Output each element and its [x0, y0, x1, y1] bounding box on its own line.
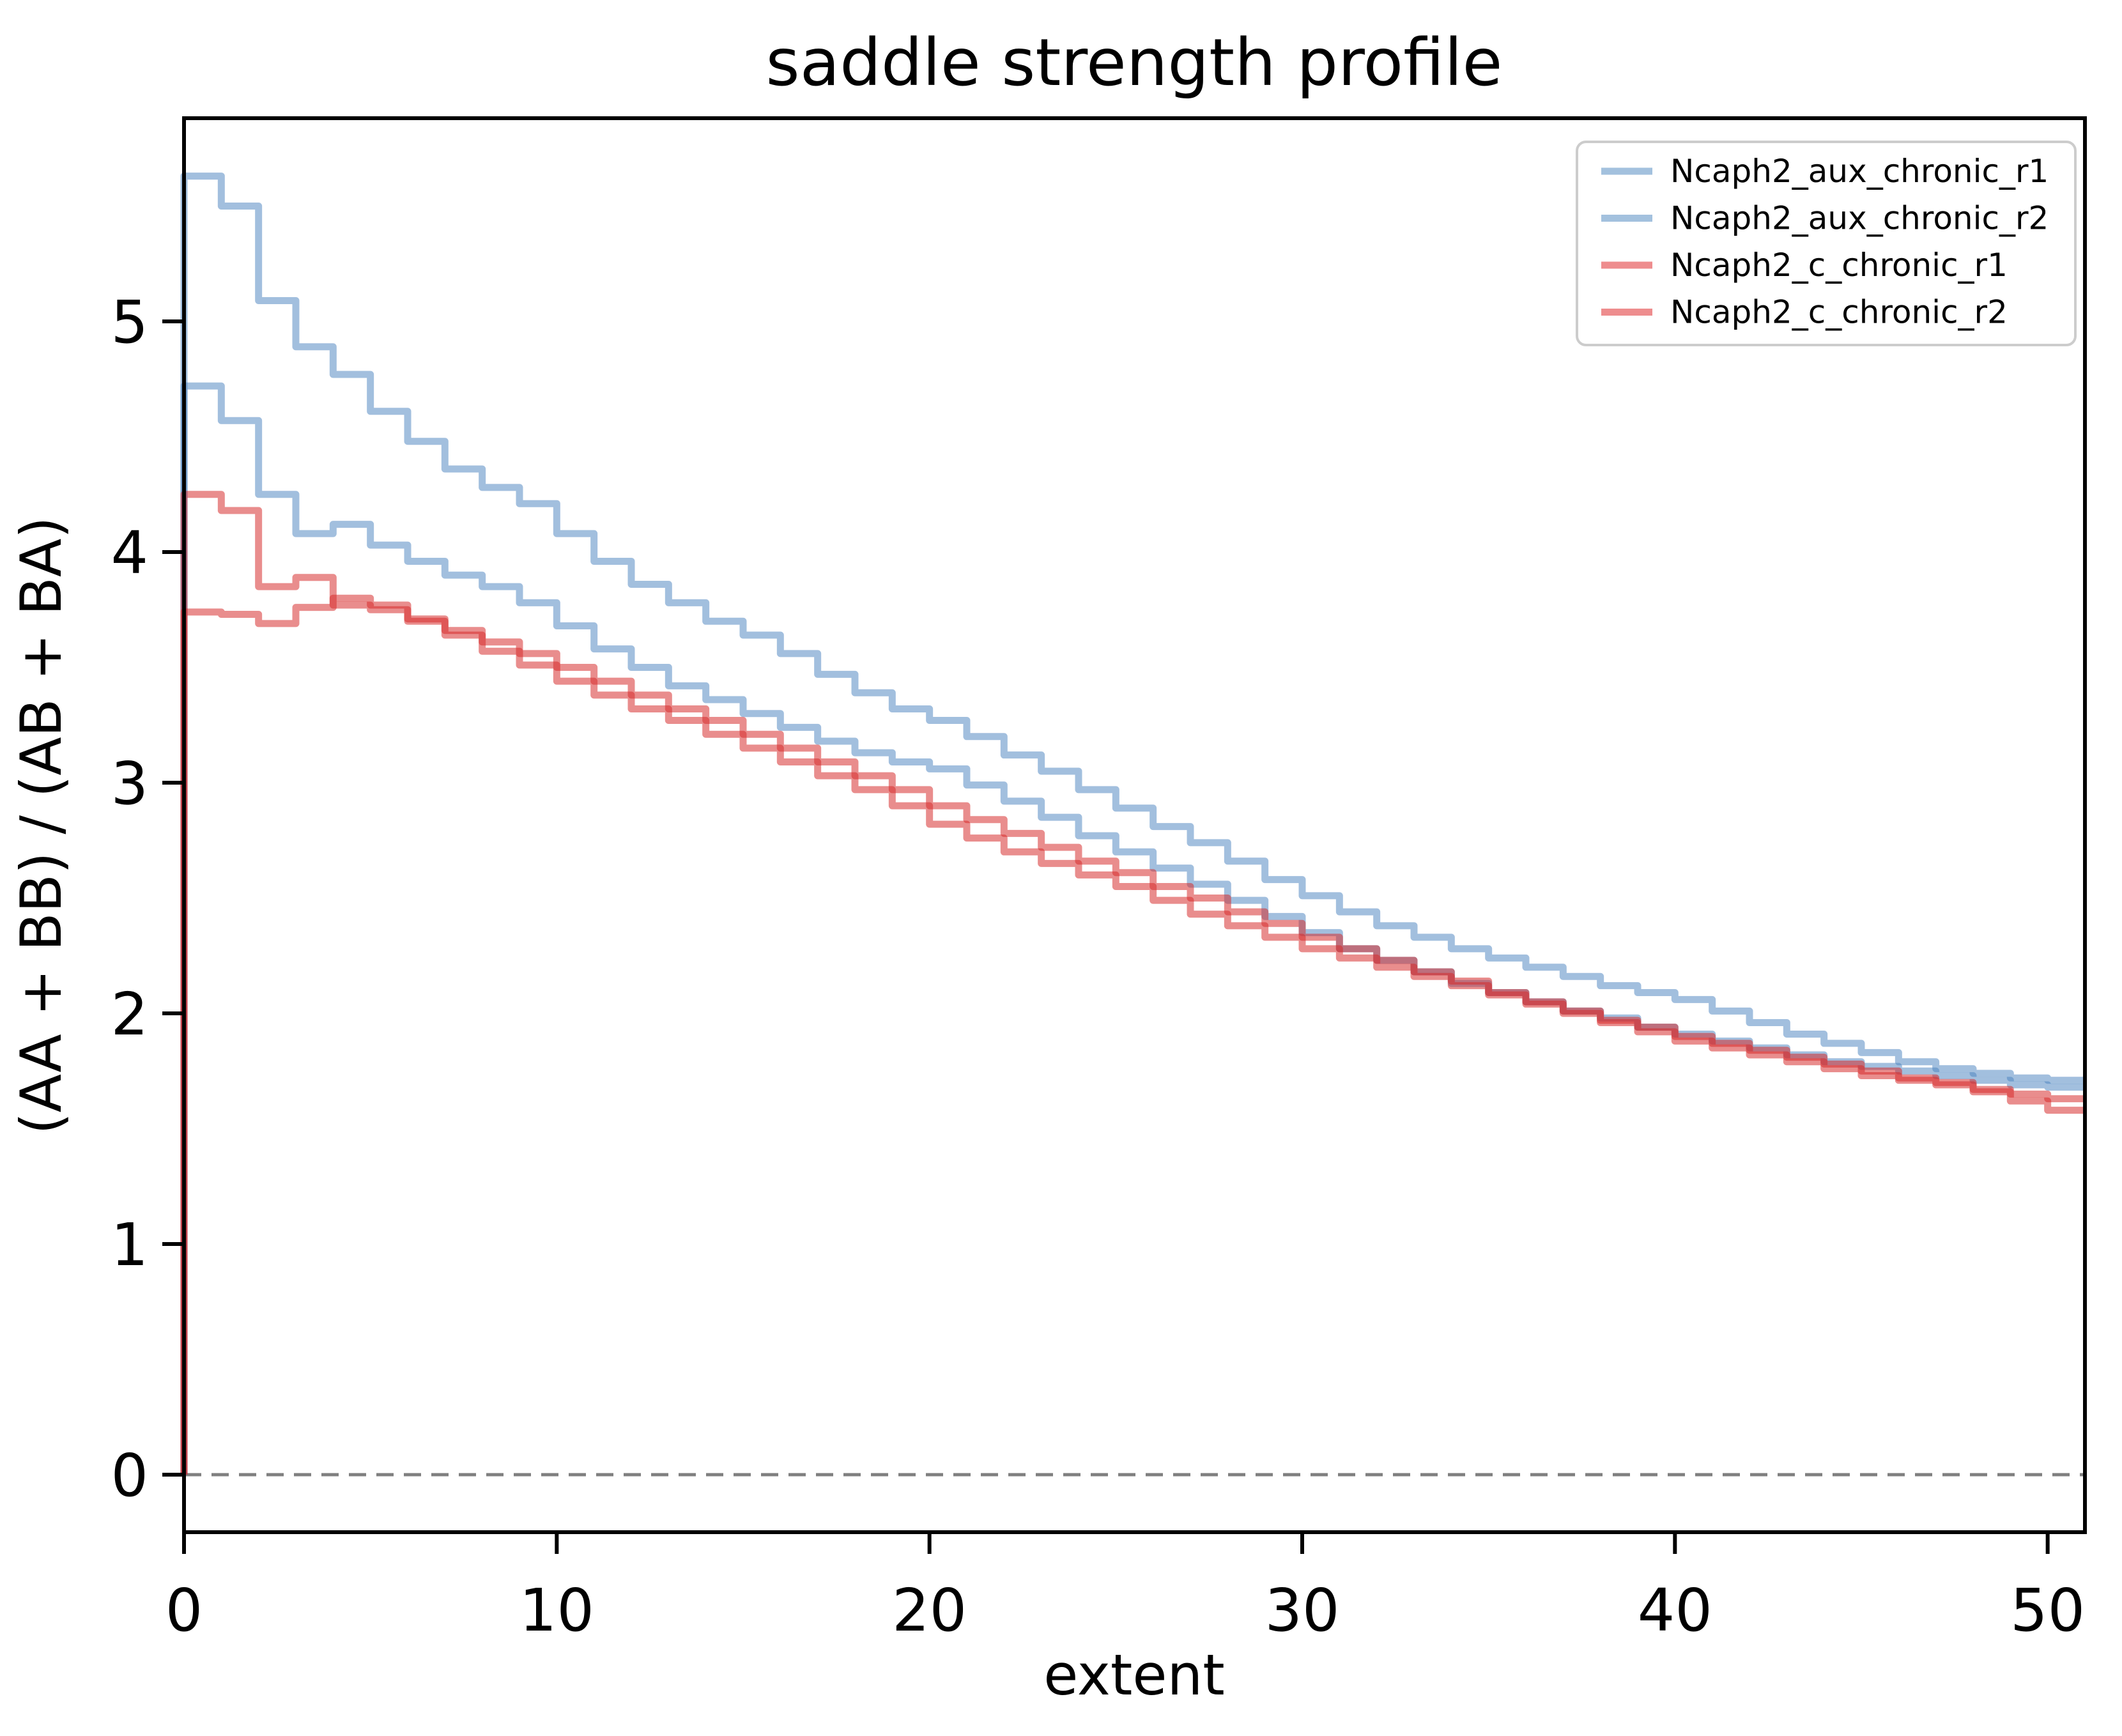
- x-axis-label: extent: [1043, 1642, 1225, 1708]
- y-tick-label: 2: [111, 980, 148, 1049]
- axes-spines: [182, 116, 2087, 1534]
- axes-frame: [182, 116, 2087, 1534]
- y-axis-label: (AA + BB) / (AB + BA): [8, 516, 74, 1134]
- legend-label-Ncaph2_c_chronic_r2: Ncaph2_c_chronic_r2: [1670, 294, 2008, 331]
- y-tick-label: 0: [111, 1441, 148, 1510]
- x-tick-label: 30: [1265, 1576, 1339, 1645]
- x-tick-label: 20: [892, 1576, 967, 1645]
- x-tick-label: 10: [519, 1576, 594, 1645]
- y-tick-label: 3: [111, 749, 148, 818]
- x-tick-label: 50: [2010, 1576, 2085, 1645]
- legend: Ncaph2_aux_chronic_r1 Ncaph2_aux_chronic_…: [1576, 141, 2077, 346]
- stairs-line-Ncaph2_aux_chronic_r1: [180, 173, 2085, 1475]
- legend-label-Ncaph2_aux_chronic_r2: Ncaph2_aux_chronic_r2: [1670, 200, 2049, 237]
- x-tick-label: 40: [1638, 1576, 1712, 1645]
- chart-title: saddle strength profile: [766, 25, 1503, 101]
- legend-label-Ncaph2_aux_chronic_r1: Ncaph2_aux_chronic_r1: [1670, 153, 2049, 190]
- y-tick-label: 1: [111, 1211, 148, 1279]
- y-tick-label: 5: [111, 288, 148, 357]
- legend-label-Ncaph2_c_chronic_r1: Ncaph2_c_chronic_r1: [1670, 247, 2008, 284]
- x-tick-label: 0: [165, 1576, 203, 1645]
- stairs-line-Ncaph2_c_chronic_r2: [180, 594, 2085, 1475]
- legend-frame: [1576, 141, 2077, 346]
- axes-ticks: 0 10 20 30 40 50 0 1 2 3 4 5: [111, 288, 2085, 1645]
- plot-area: [180, 173, 2085, 1477]
- y-tick-label: 4: [111, 519, 148, 587]
